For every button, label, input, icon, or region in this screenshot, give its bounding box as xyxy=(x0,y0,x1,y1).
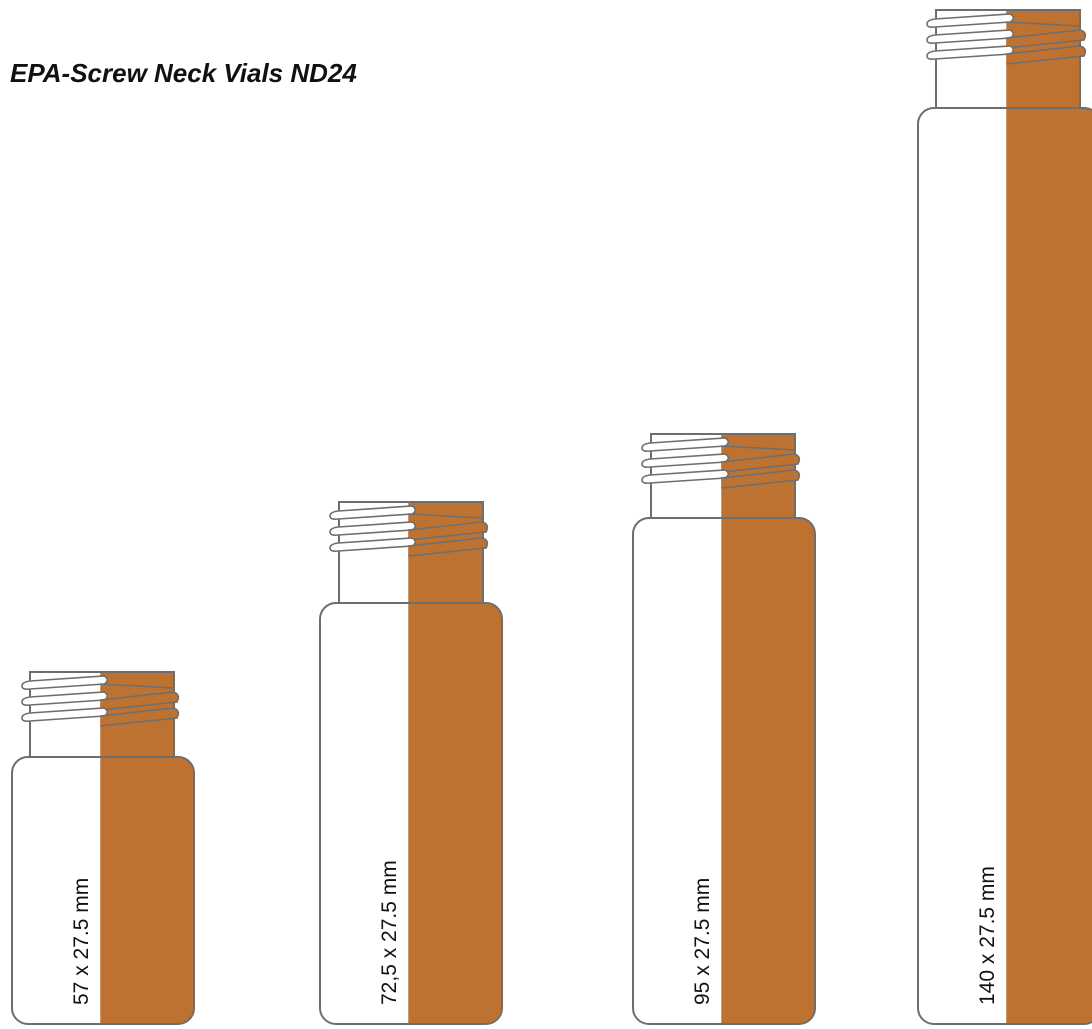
vial-2: 72,5 x 27.5 mm xyxy=(319,501,503,1025)
vial-body xyxy=(917,107,1092,1025)
vial-body xyxy=(11,756,195,1025)
vial-glass-fill xyxy=(633,434,815,1024)
vial-3: 95 x 27.5 mm xyxy=(632,433,816,1025)
vial-glass-fill xyxy=(918,10,1092,1024)
amber-glass xyxy=(1006,10,1092,1024)
screw-thread xyxy=(641,437,801,489)
vial-1: 57 x 27.5 mm xyxy=(11,671,195,1025)
amber-glass xyxy=(721,434,815,1024)
vial-neck xyxy=(338,501,484,603)
screw-thread xyxy=(329,505,489,557)
vial-size-label: 95 x 27.5 mm xyxy=(691,878,714,1005)
vial-4: 140 x 27.5 mm xyxy=(917,9,1092,1025)
vial-size-label: 72,5 x 27.5 mm xyxy=(378,860,401,1005)
screw-thread xyxy=(21,675,180,727)
vial-body xyxy=(632,517,816,1025)
vial-size-label: 57 x 27.5 mm xyxy=(70,878,93,1005)
page-title: EPA-Screw Neck Vials ND24 xyxy=(10,58,357,88)
amber-glass xyxy=(408,502,502,1024)
vial-glass-fill xyxy=(12,672,194,1024)
screw-thread xyxy=(926,13,1087,65)
vial-size-label: 140 x 27.5 mm xyxy=(976,866,999,1005)
vial-glass-fill xyxy=(320,502,502,1024)
vial-body xyxy=(319,602,503,1025)
